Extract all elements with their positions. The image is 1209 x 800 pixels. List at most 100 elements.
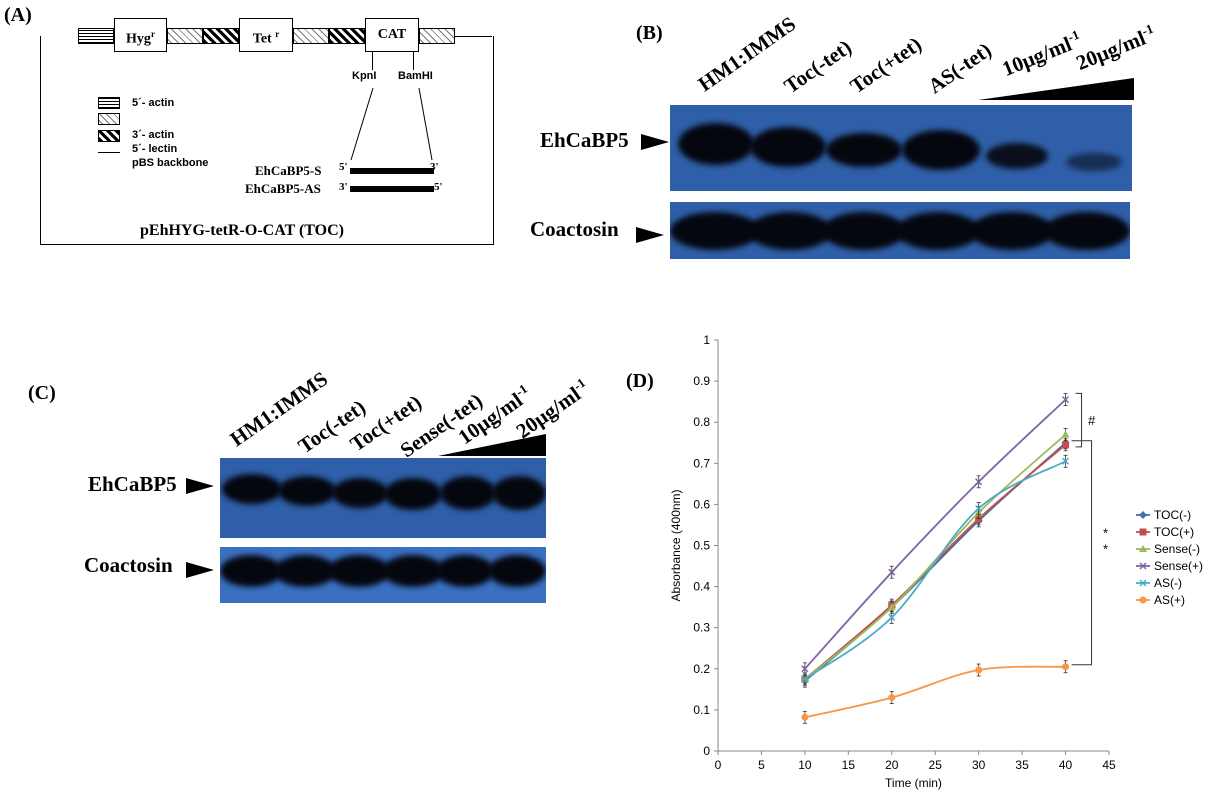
insert-lines bbox=[350, 87, 433, 161]
blot-b-bottom bbox=[670, 202, 1130, 259]
actin5-segment bbox=[78, 28, 114, 44]
bracket-star bbox=[1071, 440, 1093, 666]
cat-box: CAT bbox=[365, 18, 419, 52]
panel-d-label: (D) bbox=[626, 370, 654, 392]
x-axis-label: Time (min) bbox=[885, 776, 942, 790]
x-tick-label: 45 bbox=[1102, 758, 1116, 772]
antisense-label: EhCaBP5-AS bbox=[245, 181, 321, 196]
point-5-0 bbox=[801, 713, 809, 721]
absorbance-chart: 00.10.20.30.40.50.60.70.80.910 5 10 15 20 25 3… bbox=[669, 333, 1203, 790]
y-tick-label: 0.1 bbox=[693, 703, 710, 717]
point-3-3 bbox=[1062, 396, 1070, 404]
point-4-0 bbox=[801, 675, 809, 683]
point-3-1 bbox=[888, 568, 896, 576]
point-4-2 bbox=[975, 504, 983, 513]
lane-b-2: Toc(-tet) bbox=[779, 34, 856, 99]
point-4-1 bbox=[888, 613, 896, 621]
point-5-1 bbox=[888, 694, 896, 702]
tet-box: Tet r bbox=[239, 18, 293, 52]
x-tick-label: 15 bbox=[842, 758, 856, 772]
series-line-5 bbox=[804, 665, 1066, 719]
legend-backbone-label: pBS backbone bbox=[132, 157, 209, 169]
legend-lectin5-label: 5´- lectin bbox=[132, 143, 178, 155]
arrow-c-1-icon bbox=[186, 478, 214, 494]
y-tick-label: 0.6 bbox=[693, 497, 710, 511]
bam-tick bbox=[413, 52, 414, 70]
lane-b-6: 20μg/ml-1 bbox=[1072, 20, 1156, 76]
legend-label-5: AS(+) bbox=[1154, 593, 1185, 607]
legend-marker-2 bbox=[1139, 545, 1147, 552]
arrow-c-2-icon bbox=[186, 562, 214, 578]
annotation-star-1: * bbox=[1103, 525, 1108, 540]
gradient-wedge-b bbox=[978, 78, 1134, 100]
point-1-3 bbox=[1062, 441, 1070, 449]
legend-actin5-label: 5´- actin bbox=[132, 97, 175, 109]
y-tick-label: 0.2 bbox=[693, 662, 710, 676]
row-c-coactosin: Coactosin bbox=[84, 553, 173, 577]
y-tick-label: 0.4 bbox=[693, 580, 710, 594]
panel-b-label: (B) bbox=[636, 22, 663, 44]
y-tick-label: 0.8 bbox=[693, 415, 710, 429]
legend-marker-0 bbox=[1139, 511, 1147, 519]
point-4-3 bbox=[1062, 457, 1070, 465]
lane-b-3: Toc(+tet) bbox=[845, 31, 926, 99]
panel-a-label: (A) bbox=[4, 4, 32, 26]
legend-actin5-swatch bbox=[98, 97, 120, 109]
point-2-1 bbox=[887, 603, 896, 611]
hyg-box: Hygr bbox=[114, 18, 167, 52]
legend-lectin5-swatch bbox=[98, 130, 120, 142]
x-tick-label: 25 bbox=[929, 758, 943, 772]
x-tick-label: 10 bbox=[798, 758, 812, 772]
x-tick-label: 5 bbox=[758, 758, 765, 772]
blot-b-top bbox=[670, 105, 1132, 191]
y-tick-label: 0.5 bbox=[693, 539, 710, 553]
blot-c-bottom bbox=[220, 547, 546, 603]
series-line-2 bbox=[804, 433, 1067, 680]
series-line-3 bbox=[804, 398, 1067, 670]
legend-label-2: Sense(-) bbox=[1154, 542, 1200, 556]
annotation-star-2: * bbox=[1103, 542, 1108, 557]
point-2-3 bbox=[1061, 430, 1070, 438]
bam-label: BamHI bbox=[398, 70, 433, 82]
row-b-ehcabp5: EhCaBP5 bbox=[540, 128, 629, 152]
arrow-b-1-icon bbox=[641, 134, 669, 150]
x-tick-label: 35 bbox=[1015, 758, 1029, 772]
series-line-4 bbox=[804, 460, 1066, 680]
legend-marker-5 bbox=[1139, 596, 1147, 604]
y-tick-label: 0 bbox=[703, 744, 710, 758]
legend-actin3-swatch bbox=[98, 113, 120, 125]
x-tick-label: 20 bbox=[885, 758, 899, 772]
sense-three: 3' bbox=[430, 161, 439, 173]
point-3-0 bbox=[801, 665, 809, 673]
bracket-hash bbox=[1075, 392, 1083, 448]
point-3-2 bbox=[975, 478, 983, 486]
point-5-3 bbox=[1062, 663, 1070, 671]
x-tick-label: 30 bbox=[972, 758, 986, 772]
sense-five: 5' bbox=[339, 161, 348, 173]
lectin5-segment bbox=[203, 28, 239, 44]
kpn-tick bbox=[372, 52, 373, 70]
point-5-2 bbox=[975, 666, 983, 674]
actin3-segment-3 bbox=[419, 28, 455, 44]
y-tick-label: 1 bbox=[703, 333, 710, 347]
y-tick-label: 0.3 bbox=[693, 621, 710, 635]
panel-c-label: (C) bbox=[28, 382, 56, 404]
plasmid-map bbox=[40, 36, 494, 245]
blot-c-top bbox=[220, 458, 546, 538]
legend-label-0: TOC(-) bbox=[1154, 508, 1191, 522]
plasmid-top-line bbox=[455, 36, 492, 37]
gradient-wedge-c bbox=[438, 434, 546, 456]
antisense-bar bbox=[350, 186, 434, 192]
lectin5-segment-2 bbox=[329, 28, 365, 44]
annotation-hash: # bbox=[1088, 413, 1096, 428]
legend-actin3-label: 3´- actin bbox=[132, 129, 175, 141]
arrow-b-2-icon bbox=[636, 227, 664, 243]
y-tick-label: 0.7 bbox=[693, 456, 710, 470]
plasmid-name: pEhHYG-tetR-O-CAT (TOC) bbox=[140, 222, 344, 239]
legend-label-1: TOC(+) bbox=[1154, 525, 1194, 539]
y-tick-label: 0.9 bbox=[693, 374, 710, 388]
legend-label-4: AS(-) bbox=[1154, 576, 1182, 590]
row-c-ehcabp5: EhCaBP5 bbox=[88, 472, 177, 496]
row-b-coactosin: Coactosin bbox=[530, 217, 619, 241]
actin3-segment bbox=[167, 28, 203, 44]
